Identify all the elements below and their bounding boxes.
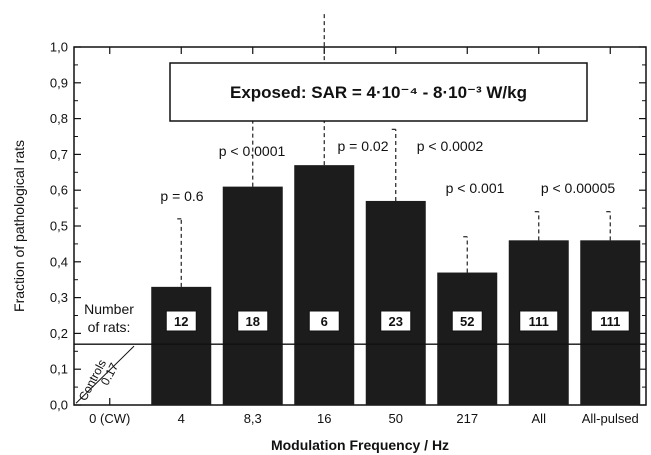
number-of-rats-label: of rats: xyxy=(88,319,131,335)
rat-count-label: 18 xyxy=(246,314,260,329)
rat-count-box xyxy=(237,310,269,332)
rat-count-box xyxy=(308,310,340,332)
controls-connector xyxy=(75,345,135,404)
y-tick-label: 0,0 xyxy=(50,398,68,413)
bar xyxy=(222,186,283,405)
p-value-label: p = 0.6 xyxy=(160,188,203,204)
rat-count-box xyxy=(519,310,559,332)
y-tick-label: 0,4 xyxy=(50,254,68,269)
x-tick-label: 4 xyxy=(178,411,185,426)
bar xyxy=(294,165,355,405)
rat-count-box xyxy=(590,310,630,332)
x-tick-label: 217 xyxy=(456,411,478,426)
p-value-label: p = 0.02 xyxy=(338,138,389,154)
x-axis-title: Modulation Frequency / Hz xyxy=(271,437,449,453)
p-value-label: p < 0.00005 xyxy=(541,180,616,196)
x-tick-label: All-pulsed xyxy=(582,411,639,426)
y-tick-label: 0,6 xyxy=(50,183,68,198)
p-value-label: p < 0.0002 xyxy=(417,138,484,154)
rat-count-label: 111 xyxy=(600,314,620,329)
y-tick-label: 0,3 xyxy=(50,290,68,305)
rat-count-box xyxy=(451,310,483,332)
y-tick-label: 0,8 xyxy=(50,111,68,126)
rat-count-label: 111 xyxy=(529,314,549,329)
legend-box xyxy=(169,62,588,122)
rat-count-label: 6 xyxy=(321,314,328,329)
x-tick-label: 50 xyxy=(389,411,403,426)
y-tick-label: 0,9 xyxy=(50,75,68,90)
x-tick-label: 16 xyxy=(317,411,331,426)
y-tick-label: 0,1 xyxy=(50,362,68,377)
y-axis-title: Fraction of pathological rats xyxy=(11,140,27,312)
rat-count-box xyxy=(165,310,197,332)
rat-count-label: 52 xyxy=(460,314,474,329)
bar xyxy=(365,200,426,405)
rat-count-box xyxy=(380,310,412,332)
y-tick-label: 0,7 xyxy=(50,147,68,162)
y-tick-label: 1,0 xyxy=(50,40,68,55)
p-value-label: p < 0.0001 xyxy=(219,143,286,159)
legend-text: Exposed: SAR = 4·10⁻⁴ - 8·10⁻³ W/kg xyxy=(230,83,527,102)
y-tick-label: 0,2 xyxy=(50,326,68,341)
rat-count-label: 12 xyxy=(174,314,188,329)
p-value-label: p < 0.001 xyxy=(446,180,505,196)
bar xyxy=(437,272,498,405)
x-tick-label: 0 (CW) xyxy=(89,411,130,426)
number-of-rats-label: Number xyxy=(84,301,134,317)
bar xyxy=(151,286,212,405)
rat-count-label: 23 xyxy=(389,314,403,329)
x-tick-label: 8,3 xyxy=(244,411,262,426)
y-tick-label: 0,5 xyxy=(50,219,68,234)
x-tick-label: All xyxy=(532,411,547,426)
